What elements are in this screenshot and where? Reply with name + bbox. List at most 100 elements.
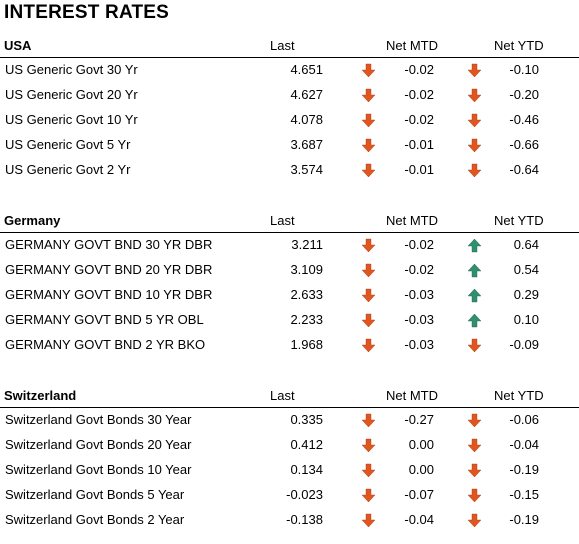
net-mtd-value: -0.02 [404,112,434,127]
arrow-up-icon [467,313,482,328]
last-value: -0.023 [286,487,323,502]
net-mtd-value: -0.02 [404,237,434,252]
last-value: 4.627 [290,87,323,102]
arrow-down-icon [361,238,376,253]
net-mtd-value: -0.03 [404,287,434,302]
table-row: US Generic Govt 30 Yr 4.651 -0.02 -0.10 [0,58,579,83]
arrow-up-icon [467,288,482,303]
bond-name: US Generic Govt 2 Yr [5,162,131,177]
column-header-net-ytd: Net YTD [494,213,544,228]
section-title: USA [4,38,32,53]
net-mtd-value: -0.07 [404,487,434,502]
section-header: Switzerland Last Net MTD Net YTD [0,385,579,408]
arrow-down-icon [467,413,482,428]
bond-name: US Generic Govt 5 Yr [5,137,131,152]
arrow-down-icon [467,163,482,178]
last-value: 4.078 [290,112,323,127]
arrow-down-icon [361,63,376,78]
arrow-down-icon [361,163,376,178]
bond-name: US Generic Govt 10 Yr [5,112,138,127]
arrow-down-icon [361,138,376,153]
net-ytd-value: 0.64 [513,237,539,252]
last-value: 0.412 [290,437,323,452]
bond-name: GERMANY GOVT BND 5 YR OBL [5,312,204,327]
last-value: 3.687 [290,137,323,152]
last-value: 1.968 [290,337,323,352]
net-ytd-value: -0.20 [509,87,539,102]
table-row: Switzerland Govt Bonds 2 Year -0.138 -0.04… [0,508,579,533]
net-ytd-value: -0.09 [509,337,539,352]
arrow-down-icon [361,513,376,528]
net-mtd-value: -0.03 [404,337,434,352]
last-value: 0.134 [290,462,323,477]
table-row: GERMANY GOVT BND 10 YR DBR 2.633 -0.03 0.29 [0,283,579,308]
net-mtd-value: -0.01 [404,137,434,152]
net-mtd-value: 0.00 [408,462,434,477]
column-header-net-mtd: Net MTD [386,213,438,228]
net-ytd-value: -0.15 [509,487,539,502]
table-row: Switzerland Govt Bonds 10 Year 0.134 0.00 -… [0,458,579,483]
table-row: US Generic Govt 2 Yr 3.574 -0.01 -0.64 [0,158,579,183]
net-ytd-value: -0.10 [509,62,539,77]
column-header-net-mtd: Net MTD [386,388,438,403]
net-ytd-value: 0.54 [513,262,539,277]
arrow-down-icon [361,438,376,453]
net-ytd-value: -0.64 [509,162,539,177]
section-1: Germany Last Net MTD Net YTD GERMANY GOVT BN… [0,210,579,358]
bond-name: Switzerland Govt Bonds 30 Year [5,412,192,427]
last-value: 0.335 [290,412,323,427]
arrow-down-icon [467,113,482,128]
bond-name: Switzerland Govt Bonds 20 Year [5,437,192,452]
arrow-down-icon [361,313,376,328]
table-row: Switzerland Govt Bonds 5 Year -0.023 -0.07… [0,483,579,508]
column-header-net-mtd: Net MTD [386,38,438,53]
arrow-down-icon [361,113,376,128]
bond-name: Switzerland Govt Bonds 10 Year [5,462,192,477]
arrow-up-icon [467,238,482,253]
net-mtd-value: -0.02 [404,262,434,277]
table-row: US Generic Govt 10 Yr 4.078 -0.02 -0.46 [0,108,579,133]
last-value: 2.233 [290,312,323,327]
arrow-down-icon [467,338,482,353]
net-ytd-value: -0.19 [509,462,539,477]
page-title: INTEREST RATES [4,2,170,23]
last-value: 3.211 [291,237,323,252]
last-value: 3.109 [290,262,323,277]
table-row: Switzerland Govt Bonds 30 Year 0.335 -0.27… [0,408,579,433]
arrow-down-icon [467,513,482,528]
net-mtd-value: 0.00 [408,437,434,452]
bond-name: US Generic Govt 30 Yr [5,62,138,77]
arrow-down-icon [361,338,376,353]
net-mtd-value: -0.02 [404,62,434,77]
table-row: US Generic Govt 5 Yr 3.687 -0.01 -0.66 [0,133,579,158]
last-value: 4.651 [290,62,323,77]
table-row: US Generic Govt 20 Yr 4.627 -0.02 -0.20 [0,83,579,108]
bond-name: GERMANY GOVT BND 20 YR DBR [5,262,213,277]
column-header-last: Last [270,38,295,53]
section-header: Germany Last Net MTD Net YTD [0,210,579,233]
net-ytd-value: -0.06 [509,412,539,427]
arrow-down-icon [467,63,482,78]
net-mtd-value: -0.02 [404,87,434,102]
arrow-down-icon [467,138,482,153]
arrow-down-icon [361,463,376,478]
arrow-down-icon [467,88,482,103]
arrow-down-icon [361,88,376,103]
arrow-down-icon [361,263,376,278]
table-row: GERMANY GOVT BND 30 YR DBR 3.211 -0.02 0.64 [0,233,579,258]
table-row: GERMANY GOVT BND 20 YR DBR 3.109 -0.02 0.54 [0,258,579,283]
section-title: Germany [4,213,61,228]
bond-name: US Generic Govt 20 Yr [5,87,138,102]
net-ytd-value: 0.10 [513,312,539,327]
arrow-down-icon [361,488,376,503]
net-ytd-value: -0.19 [509,512,539,527]
bond-name: GERMANY GOVT BND 30 YR DBR [5,237,213,252]
arrow-down-icon [467,438,482,453]
arrow-up-icon [467,263,482,278]
bond-name: GERMANY GOVT BND 10 YR DBR [5,287,213,302]
table-row: Switzerland Govt Bonds 20 Year 0.412 0.00 -… [0,433,579,458]
section-2: Switzerland Last Net MTD Net YTD Switzerland… [0,385,579,533]
net-mtd-value: -0.01 [404,162,434,177]
net-mtd-value: -0.03 [404,312,434,327]
net-ytd-value: 0.29 [513,287,539,302]
